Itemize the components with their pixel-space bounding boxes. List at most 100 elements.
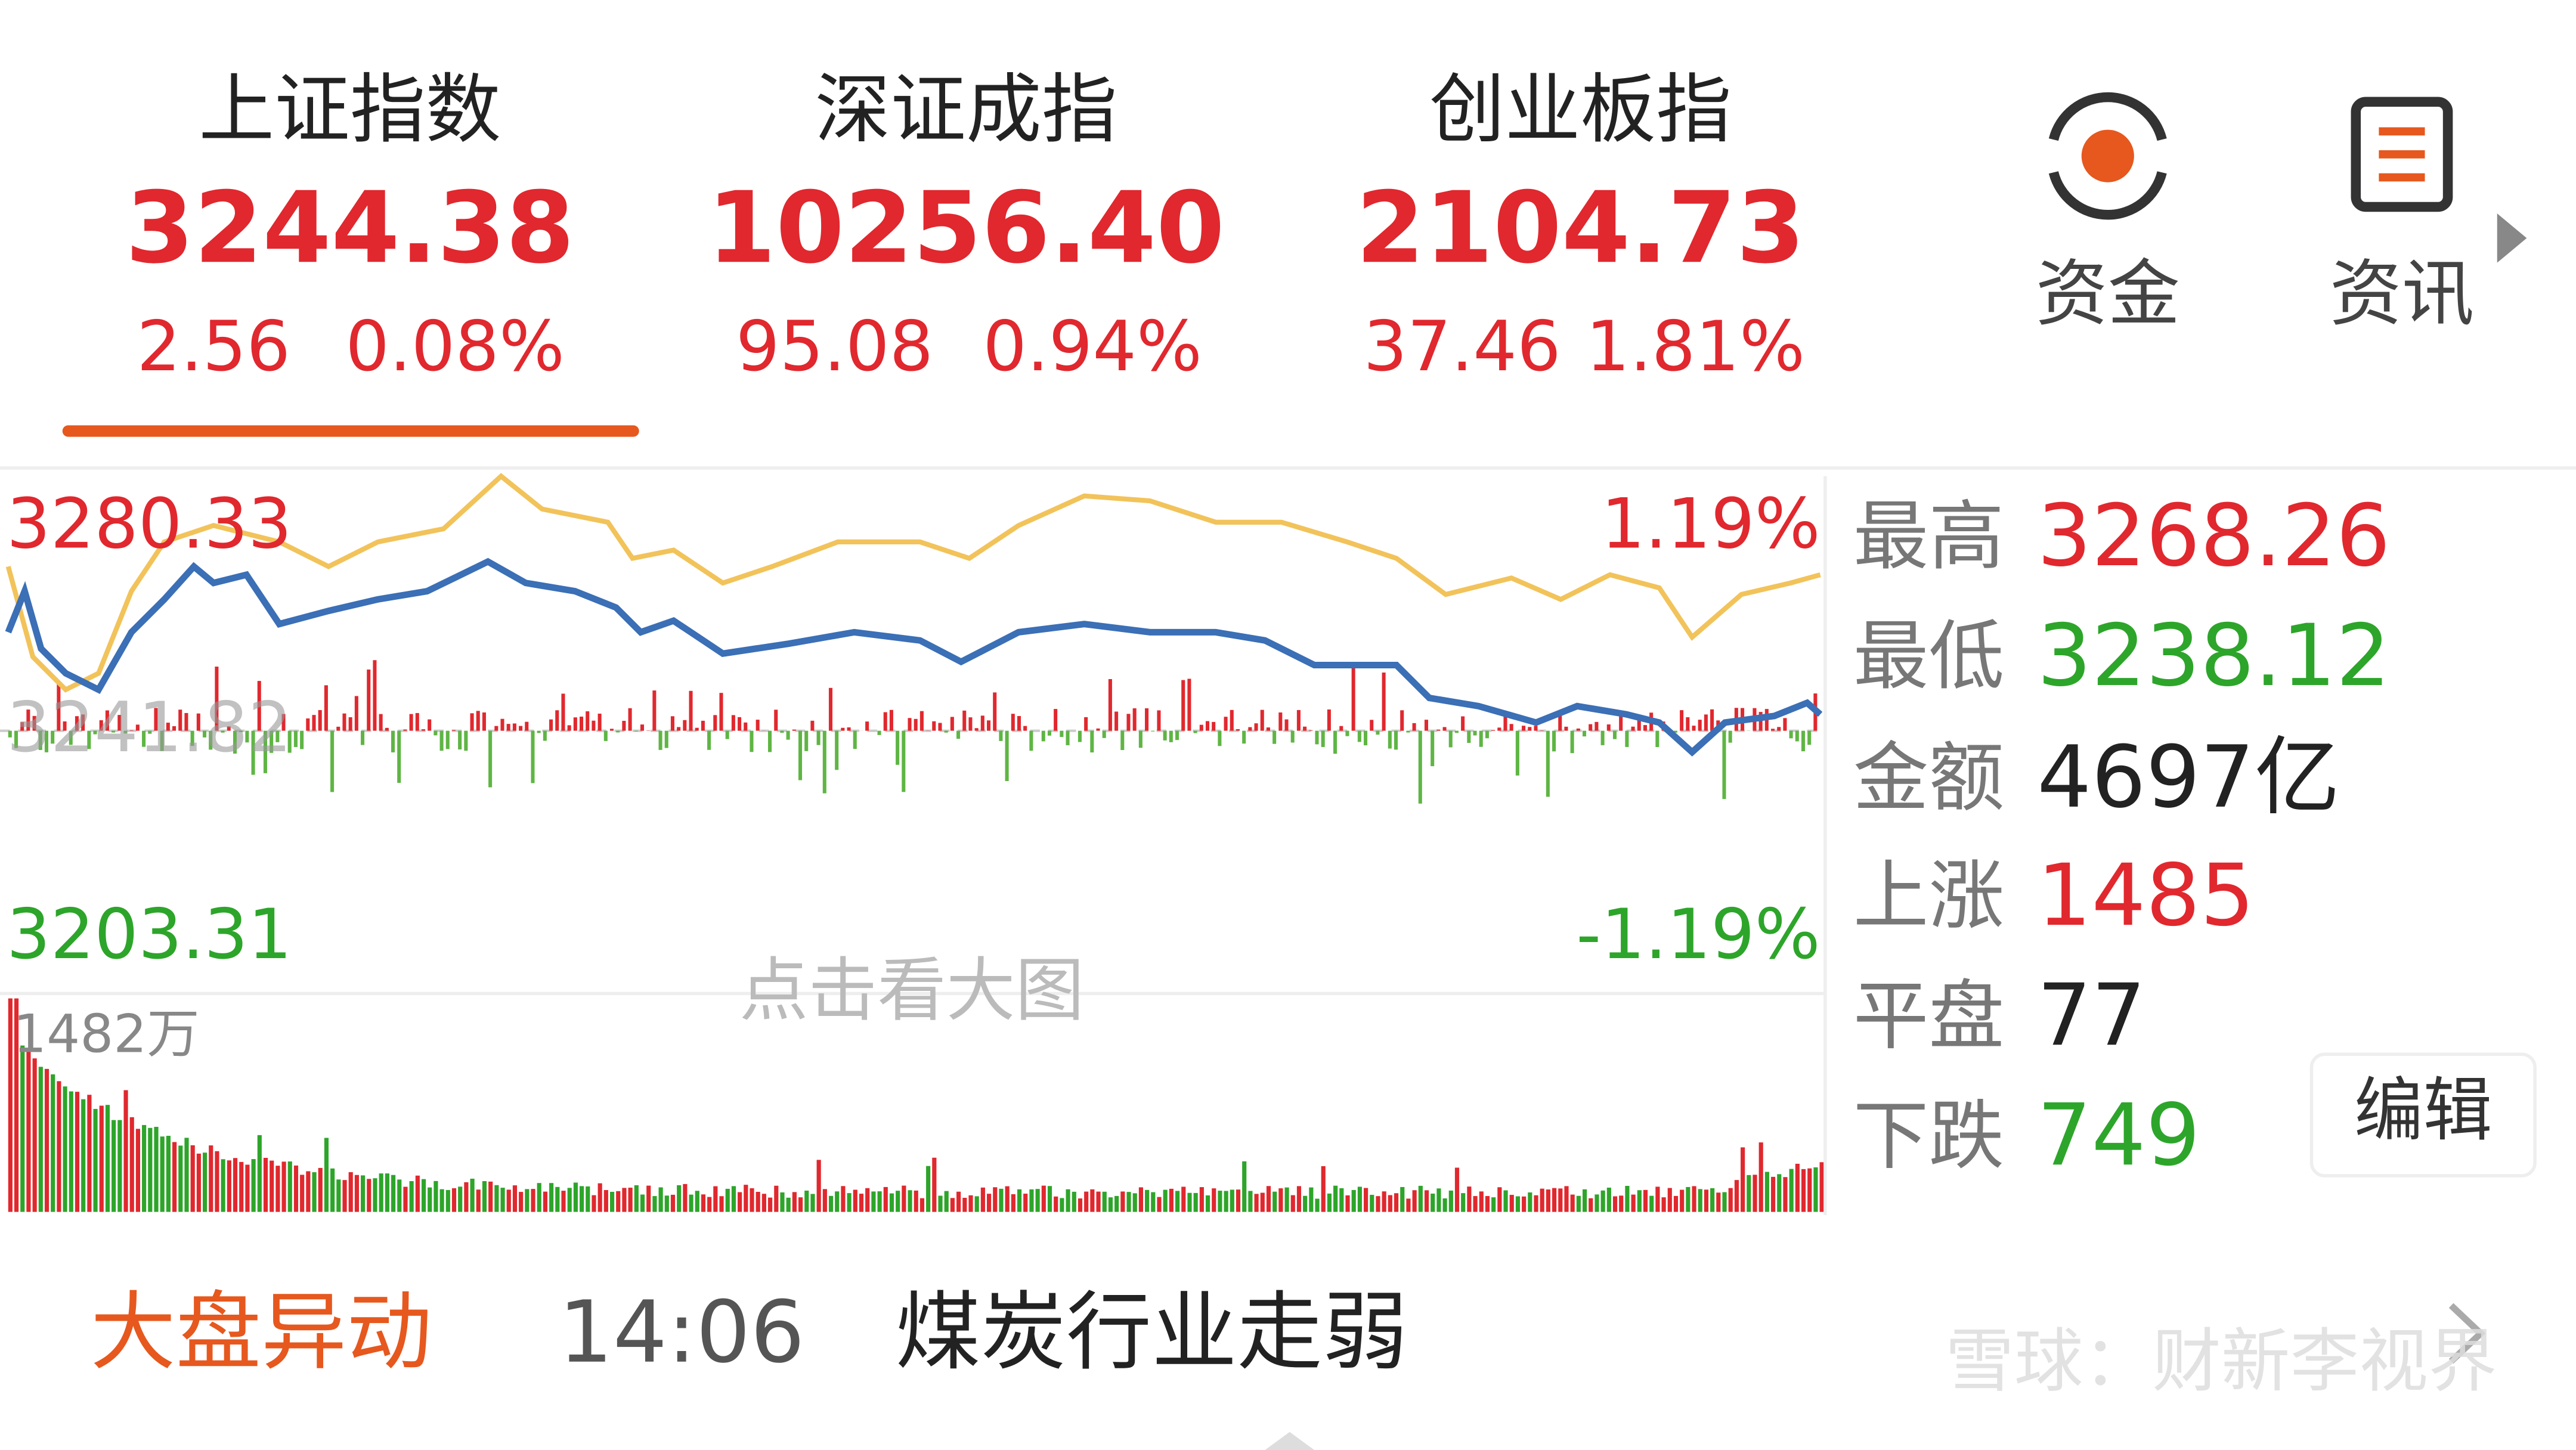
- bar: [312, 715, 316, 731]
- bar: [1248, 727, 1252, 731]
- news-tag: 大盘异动: [91, 1282, 432, 1382]
- bar: [555, 710, 559, 731]
- bar: [470, 713, 474, 731]
- bar: [889, 1193, 894, 1212]
- bar: [293, 1165, 299, 1212]
- funds-button[interactable]: 资金: [2036, 92, 2180, 336]
- edit-button[interactable]: 编辑: [2309, 1052, 2537, 1178]
- bar: [1114, 711, 1119, 731]
- bar: [634, 1185, 639, 1212]
- bar: [1096, 728, 1100, 731]
- price-bars: [8, 660, 1823, 804]
- bar: [980, 1187, 985, 1212]
- index-pct: 1.81%: [1586, 307, 1805, 387]
- bar: [865, 721, 869, 731]
- index-tab[interactable]: 上证指数 3244.38 2.56 0.08%: [125, 65, 574, 387]
- enlarge-hint[interactable]: 点击看大图: [739, 951, 1085, 1031]
- bar: [209, 730, 213, 750]
- bar: [38, 1067, 43, 1212]
- bar: [373, 1178, 377, 1212]
- stat-label: 最低: [1853, 612, 2004, 701]
- bar: [519, 1192, 524, 1212]
- index-tab[interactable]: 深证成指 10256.40 95.08 0.94%: [707, 65, 1225, 387]
- bar: [628, 708, 632, 731]
- bar: [1680, 1189, 1685, 1212]
- bar: [1795, 730, 1799, 742]
- bar: [738, 717, 742, 731]
- bar: [768, 1197, 773, 1212]
- bar: [281, 714, 286, 731]
- bar: [780, 730, 784, 733]
- bar: [531, 1189, 535, 1212]
- bar: [1035, 1189, 1040, 1212]
- bar: [1072, 1191, 1076, 1212]
- bar: [1686, 1186, 1690, 1212]
- bar: [1254, 723, 1258, 731]
- bar: [318, 709, 322, 731]
- bar: [1570, 1194, 1575, 1212]
- bar: [597, 1183, 602, 1212]
- intraday-chart[interactable]: 3280.33 1.19% 3241.82 3203.31 -1.19% 点击看…: [0, 473, 1824, 1212]
- bar: [1132, 1193, 1137, 1212]
- bar: [1309, 730, 1313, 731]
- volume-bars: [8, 998, 1824, 1212]
- bar: [1212, 1188, 1216, 1212]
- bar: [470, 1178, 475, 1212]
- bar: [1005, 1186, 1010, 1212]
- bar: [738, 1192, 742, 1212]
- bar: [944, 730, 948, 733]
- bar: [1783, 1177, 1788, 1212]
- bar: [451, 1188, 457, 1212]
- bar: [1205, 721, 1210, 731]
- bar: [567, 725, 571, 731]
- index-tab[interactable]: 创业板指 2104.73 37.46 1.81%: [1356, 65, 1805, 387]
- bar: [14, 998, 19, 1212]
- news-button[interactable]: 资讯: [2330, 97, 2474, 336]
- scroll-arrow[interactable]: [2497, 213, 2527, 263]
- stat-value: 3238.12: [2037, 606, 2390, 705]
- bar: [1534, 1195, 1538, 1212]
- bar: [1364, 1188, 1368, 1212]
- bar: [1758, 712, 1763, 731]
- bar: [196, 713, 200, 731]
- bar: [1710, 709, 1714, 731]
- bar: [1534, 726, 1538, 731]
- bar: [275, 730, 280, 742]
- handle: [1265, 1432, 1315, 1450]
- bar: [445, 730, 450, 749]
- bar: [1260, 709, 1264, 731]
- bar: [1339, 726, 1343, 731]
- bar: [1589, 1198, 1593, 1212]
- bar: [1758, 1142, 1763, 1212]
- bar: [1673, 1195, 1679, 1212]
- bar: [500, 1188, 505, 1212]
- bar: [695, 1191, 699, 1212]
- bar: [841, 727, 845, 731]
- bar: [1424, 720, 1429, 731]
- bar: [792, 1192, 797, 1212]
- bar: [1066, 1189, 1070, 1212]
- bar: [1515, 1196, 1521, 1212]
- bar: [744, 1185, 748, 1212]
- stat-label: 最高: [1853, 492, 2004, 581]
- tab-label: 资讯: [2330, 251, 2474, 336]
- funds-icon-dot: [2081, 129, 2134, 182]
- bar: [1224, 717, 1228, 731]
- stat-label: 金额: [1853, 733, 2004, 822]
- bar: [980, 715, 984, 731]
- bar: [93, 1108, 98, 1212]
- edit-button-label: 编辑: [2354, 1071, 2492, 1151]
- bar: [51, 730, 55, 744]
- bar: [1454, 1167, 1460, 1212]
- bar: [968, 1195, 973, 1212]
- bar: [968, 717, 973, 731]
- bar: [148, 730, 152, 734]
- bar: [445, 1189, 450, 1212]
- bar: [962, 1197, 967, 1212]
- bar: [919, 711, 924, 731]
- bar: [81, 1099, 86, 1212]
- bar: [1813, 1167, 1818, 1212]
- bar: [543, 1191, 548, 1212]
- news-row[interactable]: 大盘异动 14:06 煤炭行业走弱: [91, 1282, 2486, 1382]
- bar: [725, 1188, 730, 1212]
